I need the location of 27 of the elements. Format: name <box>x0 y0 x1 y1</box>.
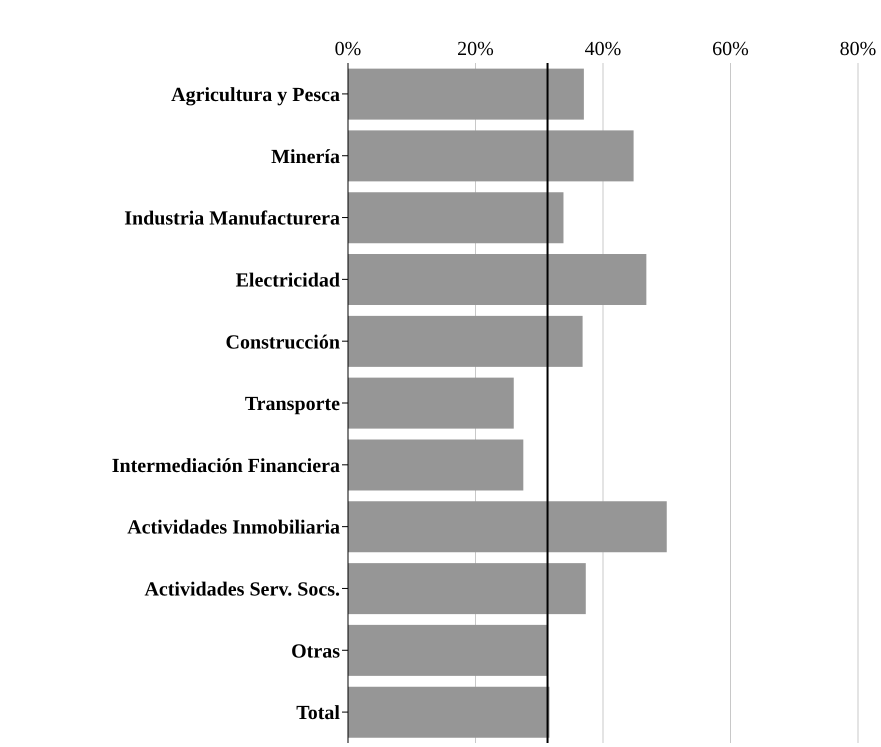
y-tick-label: Minería <box>271 146 340 168</box>
y-tick-label: Total <box>296 702 340 724</box>
bar <box>348 563 586 614</box>
x-tick-label: 80% <box>840 38 876 60</box>
y-tick-label: Industria Manufacturera <box>124 208 340 230</box>
bar <box>348 316 583 367</box>
bar <box>348 686 550 738</box>
y-tick-label: Actividades Serv. Socs. <box>144 578 340 601</box>
bar <box>348 192 564 244</box>
y-tick-label: Actividades Inmobiliaria <box>127 516 340 539</box>
y-tick-label: Transporte <box>244 393 340 416</box>
y-tick-label: Agricultura y Pesca <box>171 84 340 106</box>
y-tick-label: Otras <box>291 640 340 662</box>
bar <box>348 624 548 676</box>
y-tick-label: Electricidad <box>236 269 340 292</box>
x-tick-label: 20% <box>457 38 494 60</box>
y-tick-label: Construcción <box>226 331 340 354</box>
bar <box>348 501 667 552</box>
bar <box>348 254 646 306</box>
bar <box>348 378 514 429</box>
bar <box>348 130 634 182</box>
bar <box>348 439 524 490</box>
x-tick-label: 0% <box>334 38 362 60</box>
x-tick-label: 40% <box>584 38 622 60</box>
bar <box>348 68 584 120</box>
y-tick-label: Intermediación Financiera <box>112 454 340 477</box>
x-tick-label: 60% <box>712 38 749 60</box>
